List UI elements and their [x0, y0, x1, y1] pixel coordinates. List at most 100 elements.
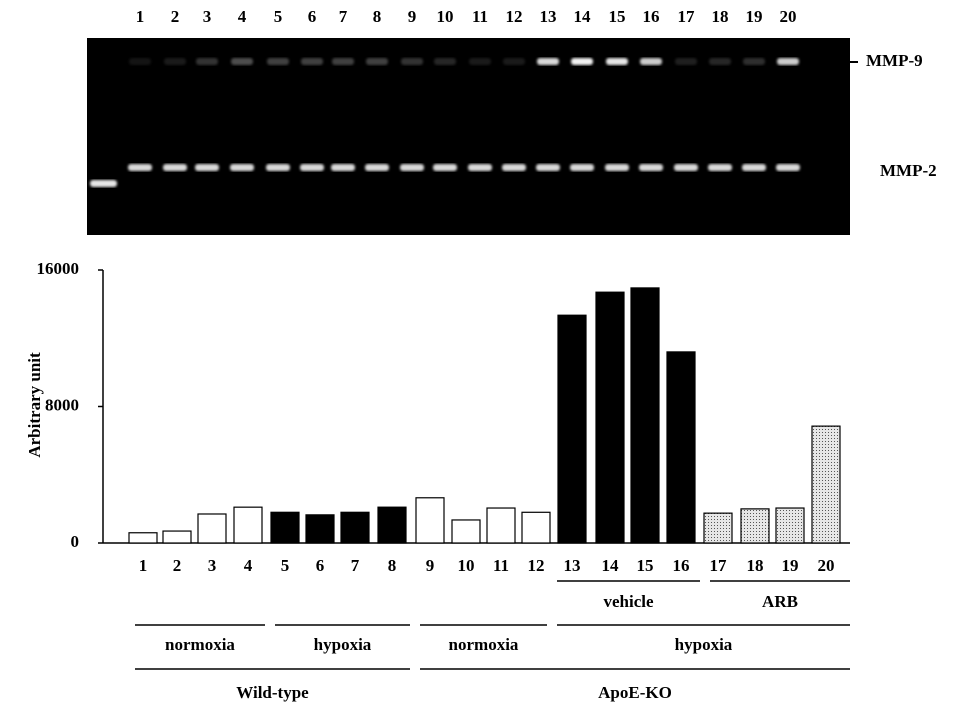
gel-band [300, 164, 324, 171]
gel-band [129, 58, 151, 65]
gel-band [639, 164, 663, 171]
gel-band [708, 164, 732, 171]
group-label: normoxia [165, 635, 235, 654]
gel-band [230, 164, 254, 171]
gel-band [433, 164, 457, 171]
lane-label: 9 [408, 7, 417, 26]
y-tick-label: 16000 [37, 259, 80, 278]
x-tick-label: 7 [351, 556, 360, 575]
gel-band [674, 164, 698, 171]
x-tick-label: 20 [818, 556, 835, 575]
x-tick-label: 19 [782, 556, 799, 575]
x-tick-label: 13 [564, 556, 581, 575]
x-tick-label: 4 [244, 556, 253, 575]
gel-band [331, 164, 355, 171]
gel-band [777, 58, 799, 65]
lane-label: 3 [203, 7, 212, 26]
x-tick-label: 18 [747, 556, 764, 575]
x-tick-label: 5 [281, 556, 290, 575]
bar [596, 292, 624, 543]
x-tick-label: 11 [493, 556, 509, 575]
bar [341, 512, 369, 543]
bar [631, 288, 659, 543]
y-tick-label: 8000 [45, 395, 79, 414]
lane-label: 17 [678, 7, 696, 26]
lane-label: 5 [274, 7, 283, 26]
x-tick-label: 9 [426, 556, 435, 575]
bar [776, 508, 804, 543]
gel-band [606, 58, 628, 65]
y-tick-label: 0 [71, 532, 80, 551]
gel-band [434, 58, 456, 65]
bar [667, 352, 695, 543]
x-tick-label: 15 [637, 556, 654, 575]
group-label: normoxia [449, 635, 519, 654]
bar [129, 533, 157, 543]
x-tick-label: 14 [602, 556, 620, 575]
gel-band [163, 164, 187, 171]
gel-band [266, 164, 290, 171]
lane-label: 18 [712, 7, 729, 26]
lane-label: 20 [780, 7, 797, 26]
gel-band [366, 58, 388, 65]
y-axis-label: Arbitrary unit [25, 352, 44, 458]
lane-label: 10 [437, 7, 454, 26]
gel-band [742, 164, 766, 171]
gel-band [195, 164, 219, 171]
band-label: MMP-9 [866, 51, 923, 70]
group-label: hypoxia [314, 635, 372, 654]
lane-label: 4 [238, 7, 247, 26]
gel-band [401, 58, 423, 65]
bar [163, 531, 191, 543]
bar [306, 515, 334, 543]
gel-band [776, 164, 800, 171]
group-label: vehicle [603, 592, 653, 611]
bar [741, 509, 769, 543]
bar [452, 520, 480, 543]
gel-band [743, 58, 765, 65]
gel-image [87, 38, 850, 235]
gel-band [90, 180, 117, 187]
bar [487, 508, 515, 543]
gel-band [468, 164, 492, 171]
gel-band [301, 58, 323, 65]
group-label: hypoxia [675, 635, 733, 654]
bar [812, 426, 840, 543]
gel-band [196, 58, 218, 65]
x-tick-label: 16 [673, 556, 690, 575]
gel-band [640, 58, 662, 65]
gel-band [537, 58, 559, 65]
gel-band [502, 164, 526, 171]
x-tick-label: 17 [710, 556, 728, 575]
group-label: ARB [762, 592, 798, 611]
lane-label: 8 [373, 7, 382, 26]
x-tick-label: 6 [316, 556, 325, 575]
gel-band [675, 58, 697, 65]
gel-band [231, 58, 253, 65]
bar [378, 507, 406, 543]
group-label: ApoE-KO [598, 683, 672, 702]
x-tick-label: 12 [528, 556, 545, 575]
lane-label: 11 [472, 7, 488, 26]
lane-label: 12 [506, 7, 523, 26]
gel-band [365, 164, 389, 171]
lane-label: 16 [643, 7, 660, 26]
x-tick-label: 1 [139, 556, 148, 575]
gel-band [605, 164, 629, 171]
gel-band [400, 164, 424, 171]
gel-band [503, 58, 525, 65]
x-tick-label: 2 [173, 556, 182, 575]
x-tick-label: 8 [388, 556, 397, 575]
bar [271, 512, 299, 543]
lane-label: 14 [574, 7, 592, 26]
bar [558, 315, 586, 543]
bar [522, 512, 550, 543]
x-tick-label: 10 [458, 556, 475, 575]
band-label: MMP-2 [880, 161, 937, 180]
bar [234, 507, 262, 543]
gel-band [570, 164, 594, 171]
gel-band [128, 164, 152, 171]
gel-band [536, 164, 560, 171]
gel-band [267, 58, 289, 65]
gel-band [469, 58, 491, 65]
